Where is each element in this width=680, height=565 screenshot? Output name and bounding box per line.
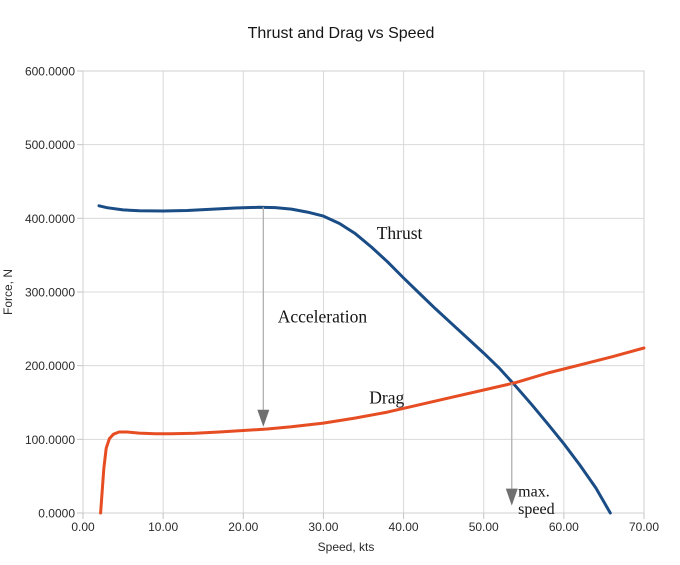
- x-axis-title: Speed, kts: [318, 540, 375, 554]
- annotation-label-speed: speed: [518, 501, 554, 518]
- x-tick-label: 30.00: [308, 520, 338, 534]
- annotation-label-acceleration: Acceleration: [278, 306, 368, 326]
- annotation-label-max: max.: [518, 484, 550, 501]
- chart-title: Thrust and Drag vs Speed: [248, 25, 435, 42]
- y-tick-label: 100.0000: [25, 433, 75, 447]
- y-tick-label: 200.0000: [25, 359, 75, 373]
- x-tick-label: 20.00: [228, 520, 258, 534]
- drag-curve: [99, 346, 646, 515]
- x-tick-label: 10.00: [148, 520, 178, 534]
- y-tick-label: 300.0000: [25, 286, 75, 300]
- y-tick-label: 500.0000: [25, 138, 75, 152]
- annotation-label-thrust: Thrust: [377, 223, 423, 243]
- annotations: Thrust Drag Acceleration max.speed: [257, 207, 555, 518]
- max-speed-arrow-head: [505, 488, 518, 506]
- x-tick-label: 50.00: [469, 520, 499, 534]
- y-tick-label: 400.0000: [25, 212, 75, 226]
- x-tick-label: 40.00: [389, 520, 419, 534]
- thrust-curve: [97, 204, 612, 515]
- x-tick-label: 0.00: [71, 520, 95, 534]
- axis-ticks: [77, 70, 645, 519]
- data-series: [97, 204, 646, 515]
- gridlines: [82, 70, 645, 514]
- tick-labels: 0.0000 100.0000 200.0000 300.0000 400.0000 50…: [25, 65, 659, 535]
- y-tick-label: 600.0000: [25, 65, 75, 79]
- x-tick-label: 60.00: [549, 520, 579, 534]
- acceleration-arrow-head: [257, 409, 270, 427]
- annotation-label-drag: Drag: [369, 387, 404, 407]
- y-tick-label: 0.0000: [38, 507, 75, 521]
- y-axis-title: Force, N: [1, 269, 15, 315]
- x-tick-label: 70.00: [629, 520, 659, 534]
